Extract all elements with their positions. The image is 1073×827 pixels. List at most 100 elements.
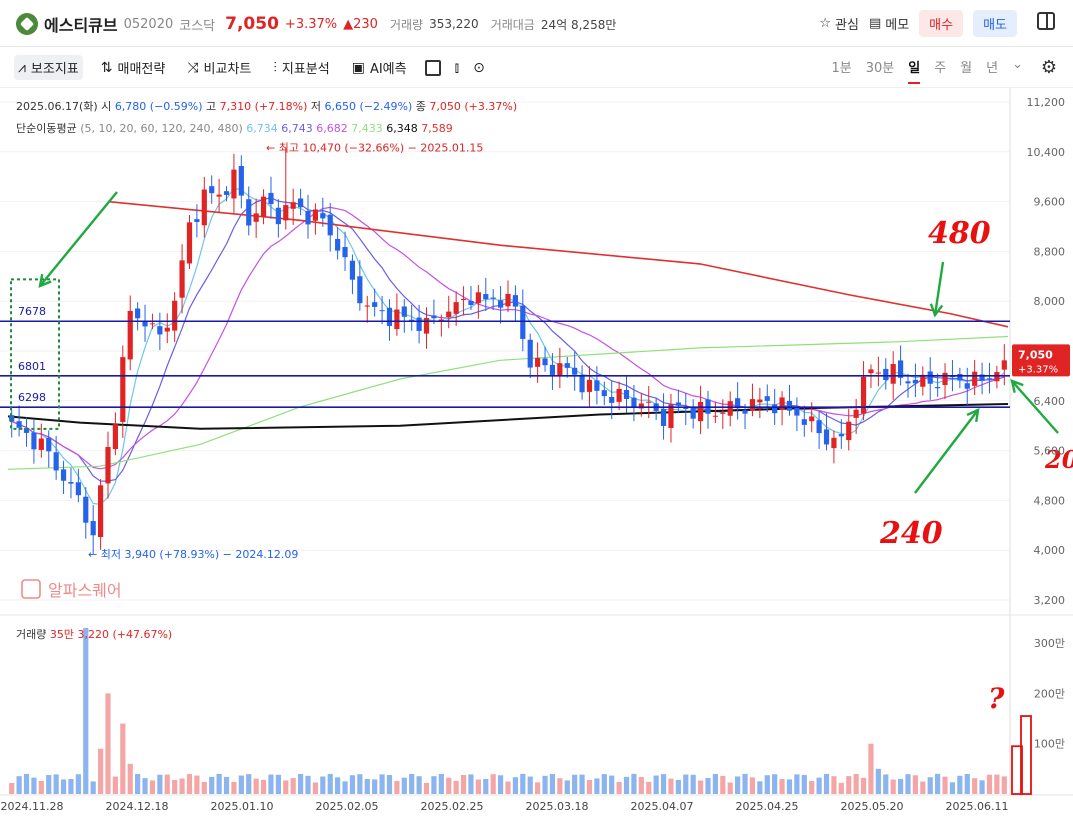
candle-body xyxy=(683,407,689,409)
volume-bar xyxy=(416,776,422,794)
stock-code: 052020 xyxy=(123,16,174,32)
period-1분[interactable]: 1분 xyxy=(831,61,852,76)
candle-body xyxy=(520,305,526,339)
market-label: 코스닥 xyxy=(179,18,216,34)
candle xyxy=(142,304,148,342)
arrow-shaft xyxy=(39,191,118,287)
volume-bar xyxy=(660,774,667,794)
volume-bar xyxy=(809,781,815,794)
candle-body xyxy=(609,396,615,403)
price-tag-price: 7,050 xyxy=(1018,348,1053,361)
candle xyxy=(453,291,459,326)
candle xyxy=(38,423,44,458)
compare-button[interactable]: ⤨ 비교차트 xyxy=(183,55,255,80)
candle-body xyxy=(364,305,370,307)
candle xyxy=(83,487,89,539)
volume-bar xyxy=(846,776,852,794)
candle-body xyxy=(786,400,793,411)
candlestick-icon[interactable]: ⫾ xyxy=(454,59,460,76)
candle xyxy=(231,153,237,214)
candle-body xyxy=(164,327,170,332)
volume-tick-label: 200만 xyxy=(1034,687,1065,700)
indicators-button[interactable]: ⩘ 보조지표 xyxy=(14,55,83,80)
candle-body xyxy=(720,412,726,414)
analysis-button[interactable]: ⫶ 지표분석 xyxy=(269,55,333,80)
chevron-down-icon[interactable]: ⌄ xyxy=(1012,57,1023,72)
candle xyxy=(401,299,407,333)
candle xyxy=(105,431,111,499)
level-label: 6298 xyxy=(18,391,46,404)
ai-label: AI예측 xyxy=(369,62,407,77)
period-일[interactable]: 일 xyxy=(908,57,921,84)
candle xyxy=(994,365,1000,389)
ai-chip-icon: ▣ xyxy=(351,59,365,76)
candle-body xyxy=(298,198,304,208)
candle-body xyxy=(142,320,148,327)
volume-bar xyxy=(823,773,830,794)
period-월[interactable]: 월 xyxy=(960,61,973,76)
candle xyxy=(942,363,948,400)
candle-body xyxy=(638,403,644,409)
volume-bar xyxy=(735,776,741,794)
candle-body xyxy=(816,420,822,434)
candle xyxy=(898,345,904,386)
candle xyxy=(201,176,207,238)
candle-body xyxy=(735,398,741,408)
camera-icon[interactable]: ⊙ xyxy=(473,59,485,76)
buy-button[interactable]: 매수 xyxy=(919,10,964,37)
gear-icon[interactable]: ⚙ xyxy=(1040,57,1057,78)
sell-button[interactable]: 매도 xyxy=(973,10,1017,37)
volume-bar xyxy=(668,778,674,794)
period-주[interactable]: 주 xyxy=(934,61,947,76)
candle-body xyxy=(179,260,185,298)
candle xyxy=(112,412,118,456)
candle xyxy=(342,231,348,271)
candle-body xyxy=(979,374,985,381)
volume-bar xyxy=(16,776,22,794)
candle-body xyxy=(572,367,578,375)
volume-bar xyxy=(631,773,637,794)
ai-forecast-button[interactable]: ▣ AI예측 xyxy=(348,55,411,80)
candle-body xyxy=(98,485,104,538)
candle xyxy=(498,286,504,324)
volume-bar xyxy=(216,773,222,794)
period-년[interactable]: 년 xyxy=(986,61,999,76)
candle xyxy=(157,312,163,351)
candle xyxy=(786,384,793,416)
candle-body xyxy=(60,469,67,481)
candle-body xyxy=(394,309,400,330)
volume-bar xyxy=(579,774,585,794)
candle-body xyxy=(912,379,918,384)
candle-body xyxy=(468,300,474,305)
volume-bar xyxy=(675,779,681,794)
candle-search-icon: ⫶ xyxy=(273,59,277,76)
candle xyxy=(238,155,244,209)
candle xyxy=(831,430,837,464)
candle-body xyxy=(157,326,163,335)
candle xyxy=(653,398,659,420)
volume-bar xyxy=(394,780,400,794)
square-tool-icon[interactable] xyxy=(424,59,441,76)
candle-body xyxy=(90,521,96,536)
candle-body xyxy=(268,192,274,205)
candle xyxy=(349,254,356,295)
candle-body xyxy=(38,438,44,450)
candle-body xyxy=(831,437,837,449)
candle xyxy=(320,197,326,227)
watchlist-button[interactable]: ☆ 관심 xyxy=(819,14,859,33)
candle-body xyxy=(883,368,889,381)
watermark: 알파스퀘어 xyxy=(48,581,122,600)
volume-bar xyxy=(927,777,933,794)
candle xyxy=(312,203,318,235)
volume-bar xyxy=(60,779,67,794)
memo-button[interactable]: ▤ 메모 xyxy=(869,14,909,33)
period-30분[interactable]: 30분 xyxy=(865,61,895,76)
candle xyxy=(749,383,756,417)
strategy-button[interactable]: ⇅ 매매전략 xyxy=(97,55,170,80)
side-panel-icon[interactable] xyxy=(1037,12,1055,30)
candle xyxy=(512,285,518,322)
volume-bar xyxy=(209,776,215,794)
candle-body xyxy=(512,295,518,307)
price-chart[interactable]: 7678 6801 6298 ← 최고 10,470 (−32.66%) − 2025… xyxy=(0,88,1073,827)
candle-body xyxy=(668,404,674,428)
